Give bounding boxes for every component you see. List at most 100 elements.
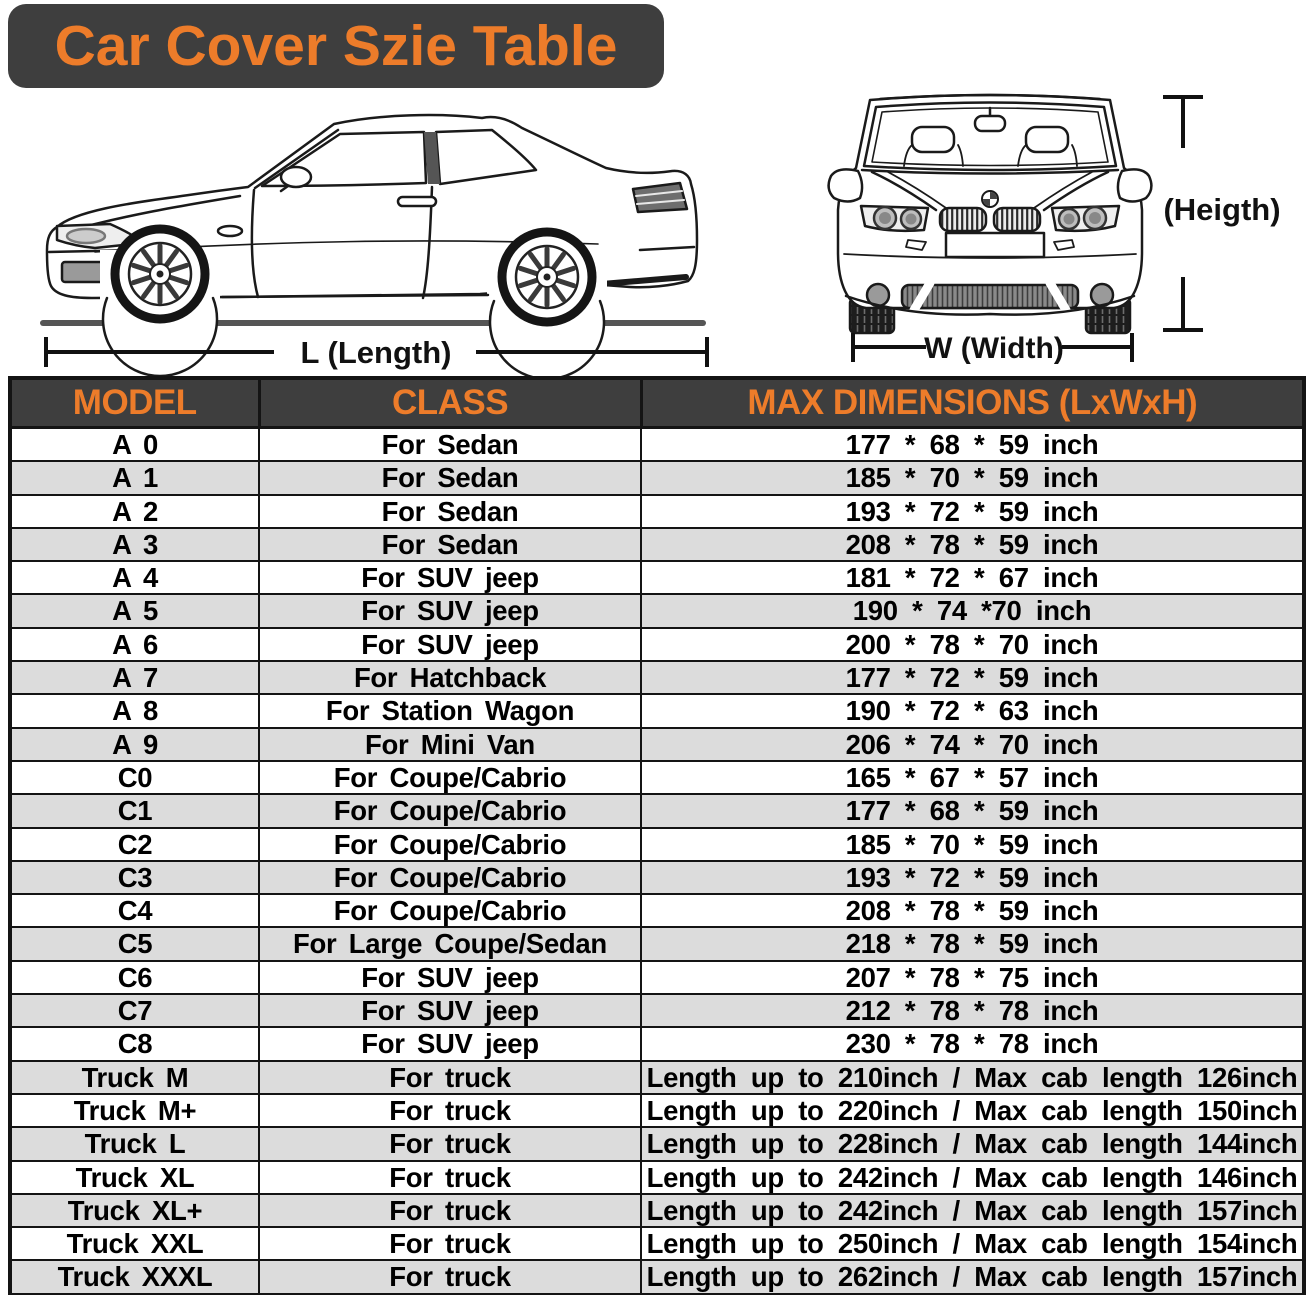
dimensions-cell: 190 * 72 * 63 inch (640, 693, 1305, 729)
class-cell: For Coupe/Cabrio (258, 759, 642, 796)
left-side-mirror (827, 168, 864, 203)
model-cell: Truck XXL (9, 1226, 260, 1262)
table-row: C2 For Coupe/Cabrio 185 * 70 * 59 inch (9, 826, 1305, 862)
dimensions-cell: 200 * 78 * 70 inch (640, 626, 1305, 663)
model-cell: A 9 (9, 726, 260, 762)
table-row: C8 For SUV jeep 230 * 78 * 78 inch (9, 1026, 1305, 1062)
table-row: A 6 For SUV jeep 200 * 78 * 70 inch (9, 626, 1305, 663)
class-cell: For truck (258, 1159, 642, 1195)
class-cell: For Sedan (258, 526, 642, 563)
table-row: A 7 For Hatchback 177 * 72 * 59 inch (9, 660, 1305, 696)
model-cell: A 8 (9, 693, 260, 729)
col-header-model: MODEL (8, 376, 261, 429)
model-cell: Truck L (9, 1126, 260, 1162)
class-cell: For Mini Van (258, 726, 642, 762)
model-cell: Truck XL+ (9, 1192, 260, 1229)
dimensions-cell: 230 * 78 * 78 inch (640, 1026, 1305, 1062)
length-dimension-line (44, 337, 709, 367)
model-cell: A 1 (9, 460, 260, 496)
dimensions-cell: 206 * 74 * 70 inch (640, 726, 1305, 762)
lower-intake-grille (900, 283, 1080, 310)
dimensions-cell: Length up to 220inch / Max cab length 15… (640, 1092, 1305, 1129)
license-plate (944, 231, 1046, 259)
table-row: C3 For Coupe/Cabrio 193 * 72 * 59 inch (9, 859, 1305, 896)
door-handle (396, 195, 438, 208)
size-table-body: A 0 For Sedan 177 * 68 * 59 inch A 1 For Sed… (9, 426, 1305, 1295)
table-row: Truck M+ For truck Length up to 220inch / … (9, 1092, 1305, 1129)
dimensions-cell: Length up to 242inch / Max cab length 14… (640, 1159, 1305, 1195)
width-label: W (Width) (924, 332, 1064, 365)
height-label: (Heigth) (1163, 192, 1280, 227)
dimensions-cell: 218 * 78 * 59 inch (640, 926, 1305, 962)
class-cell: For Station Wagon (258, 693, 642, 729)
class-cell: For Coupe/Cabrio (258, 893, 642, 929)
dimensions-cell: Length up to 242inch / Max cab length 15… (640, 1192, 1305, 1229)
model-cell: A 2 (9, 493, 260, 529)
dimensions-cell: 185 * 70 * 59 inch (640, 826, 1305, 862)
table-row: A 1 For Sedan 185 * 70 * 59 inch (9, 460, 1305, 496)
col-header-dimensions: MAX DIMENSIONS (LxWxH) (639, 376, 1306, 429)
model-cell: C2 (9, 826, 260, 862)
dimensions-cell: 177 * 72 * 59 inch (640, 660, 1305, 696)
page-title: Car Cover Szie Table (54, 14, 618, 78)
table-row: Truck XXXL For truck Length up to 262inch … (9, 1259, 1305, 1295)
model-cell: C1 (9, 793, 260, 829)
table-row: Truck XL+ For truck Length up to 242inch /… (9, 1192, 1305, 1229)
size-table-container: MODEL CLASS MAX DIMENSIONS (LxWxH) A 0 Fo… (8, 376, 1306, 1295)
right-side-mirror (1116, 168, 1153, 203)
model-cell: A 0 (9, 426, 260, 463)
width-dimension-line (851, 333, 1134, 362)
class-cell: For truck (258, 1259, 642, 1295)
dimensions-cell: 193 * 72 * 59 inch (640, 859, 1305, 896)
rearview-mirror (973, 114, 1007, 133)
model-cell: A 5 (9, 593, 260, 629)
class-cell: For SUV jeep (258, 560, 642, 596)
dimensions-cell: 212 * 78 * 78 inch (640, 993, 1305, 1029)
model-cell: C3 (9, 859, 260, 896)
model-cell: A 3 (9, 526, 260, 563)
model-cell: A 4 (9, 560, 260, 596)
table-row: A 2 For Sedan 193 * 72 * 59 inch (9, 493, 1305, 529)
dimensions-cell: 177 * 68 * 59 inch (640, 426, 1305, 463)
model-cell: C8 (9, 1026, 260, 1062)
dimensions-cell: 185 * 70 * 59 inch (640, 460, 1305, 496)
class-cell: For SUV jeep (258, 1026, 642, 1062)
size-table: MODEL CLASS MAX DIMENSIONS (LxWxH) A 0 Fo… (8, 376, 1306, 1295)
dimensions-cell: 207 * 78 * 75 inch (640, 959, 1305, 996)
class-cell: For Coupe/Cabrio (258, 859, 642, 896)
table-row: A 5 For SUV jeep 190 * 74 *70 inch (9, 593, 1305, 629)
table-row: Truck M For truck Length up to 210inch / M… (9, 1059, 1305, 1095)
table-row: A 4 For SUV jeep 181 * 72 * 67 inch (9, 560, 1305, 596)
model-cell: C4 (9, 893, 260, 929)
class-cell: For truck (258, 1192, 642, 1229)
dimensions-cell: Length up to 250inch / Max cab length 15… (640, 1226, 1305, 1262)
dimensions-cell: 177 * 68 * 59 inch (640, 793, 1305, 829)
table-row: C4 For Coupe/Cabrio 208 * 78 * 59 inch (9, 893, 1305, 929)
model-cell: Truck M+ (9, 1092, 260, 1129)
kidney-grille-left (938, 206, 988, 233)
model-cell: A 7 (9, 660, 260, 696)
car-front-view-illustration (827, 93, 1153, 335)
dimensions-cell: 208 * 78 * 59 inch (640, 893, 1305, 929)
model-cell: A 6 (9, 626, 260, 663)
dimensions-cell: Length up to 228inch / Max cab length 14… (640, 1126, 1305, 1162)
model-cell: C5 (9, 926, 260, 962)
class-cell: For Sedan (258, 426, 642, 463)
class-cell: For truck (258, 1059, 642, 1095)
title-banner: Car Cover Szie Table (8, 4, 664, 88)
dimensions-cell: 193 * 72 * 59 inch (640, 493, 1305, 529)
kidney-grille-right (992, 206, 1042, 233)
class-cell: For SUV jeep (258, 993, 642, 1029)
table-row: C5 For Large Coupe/Sedan 218 * 78 * 59 inc… (9, 926, 1305, 962)
side-mirror (279, 165, 313, 189)
model-cell: C0 (9, 759, 260, 796)
class-cell: For Sedan (258, 460, 642, 496)
car-side-view-illustration (40, 113, 706, 376)
model-cell: Truck XL (9, 1159, 260, 1195)
table-row: Truck XXL For truck Length up to 250inch /… (9, 1226, 1305, 1262)
class-cell: For Large Coupe/Sedan (258, 926, 642, 962)
class-cell: For Coupe/Cabrio (258, 826, 642, 862)
class-cell: For Hatchback (258, 660, 642, 696)
model-cell: Truck M (9, 1059, 260, 1095)
